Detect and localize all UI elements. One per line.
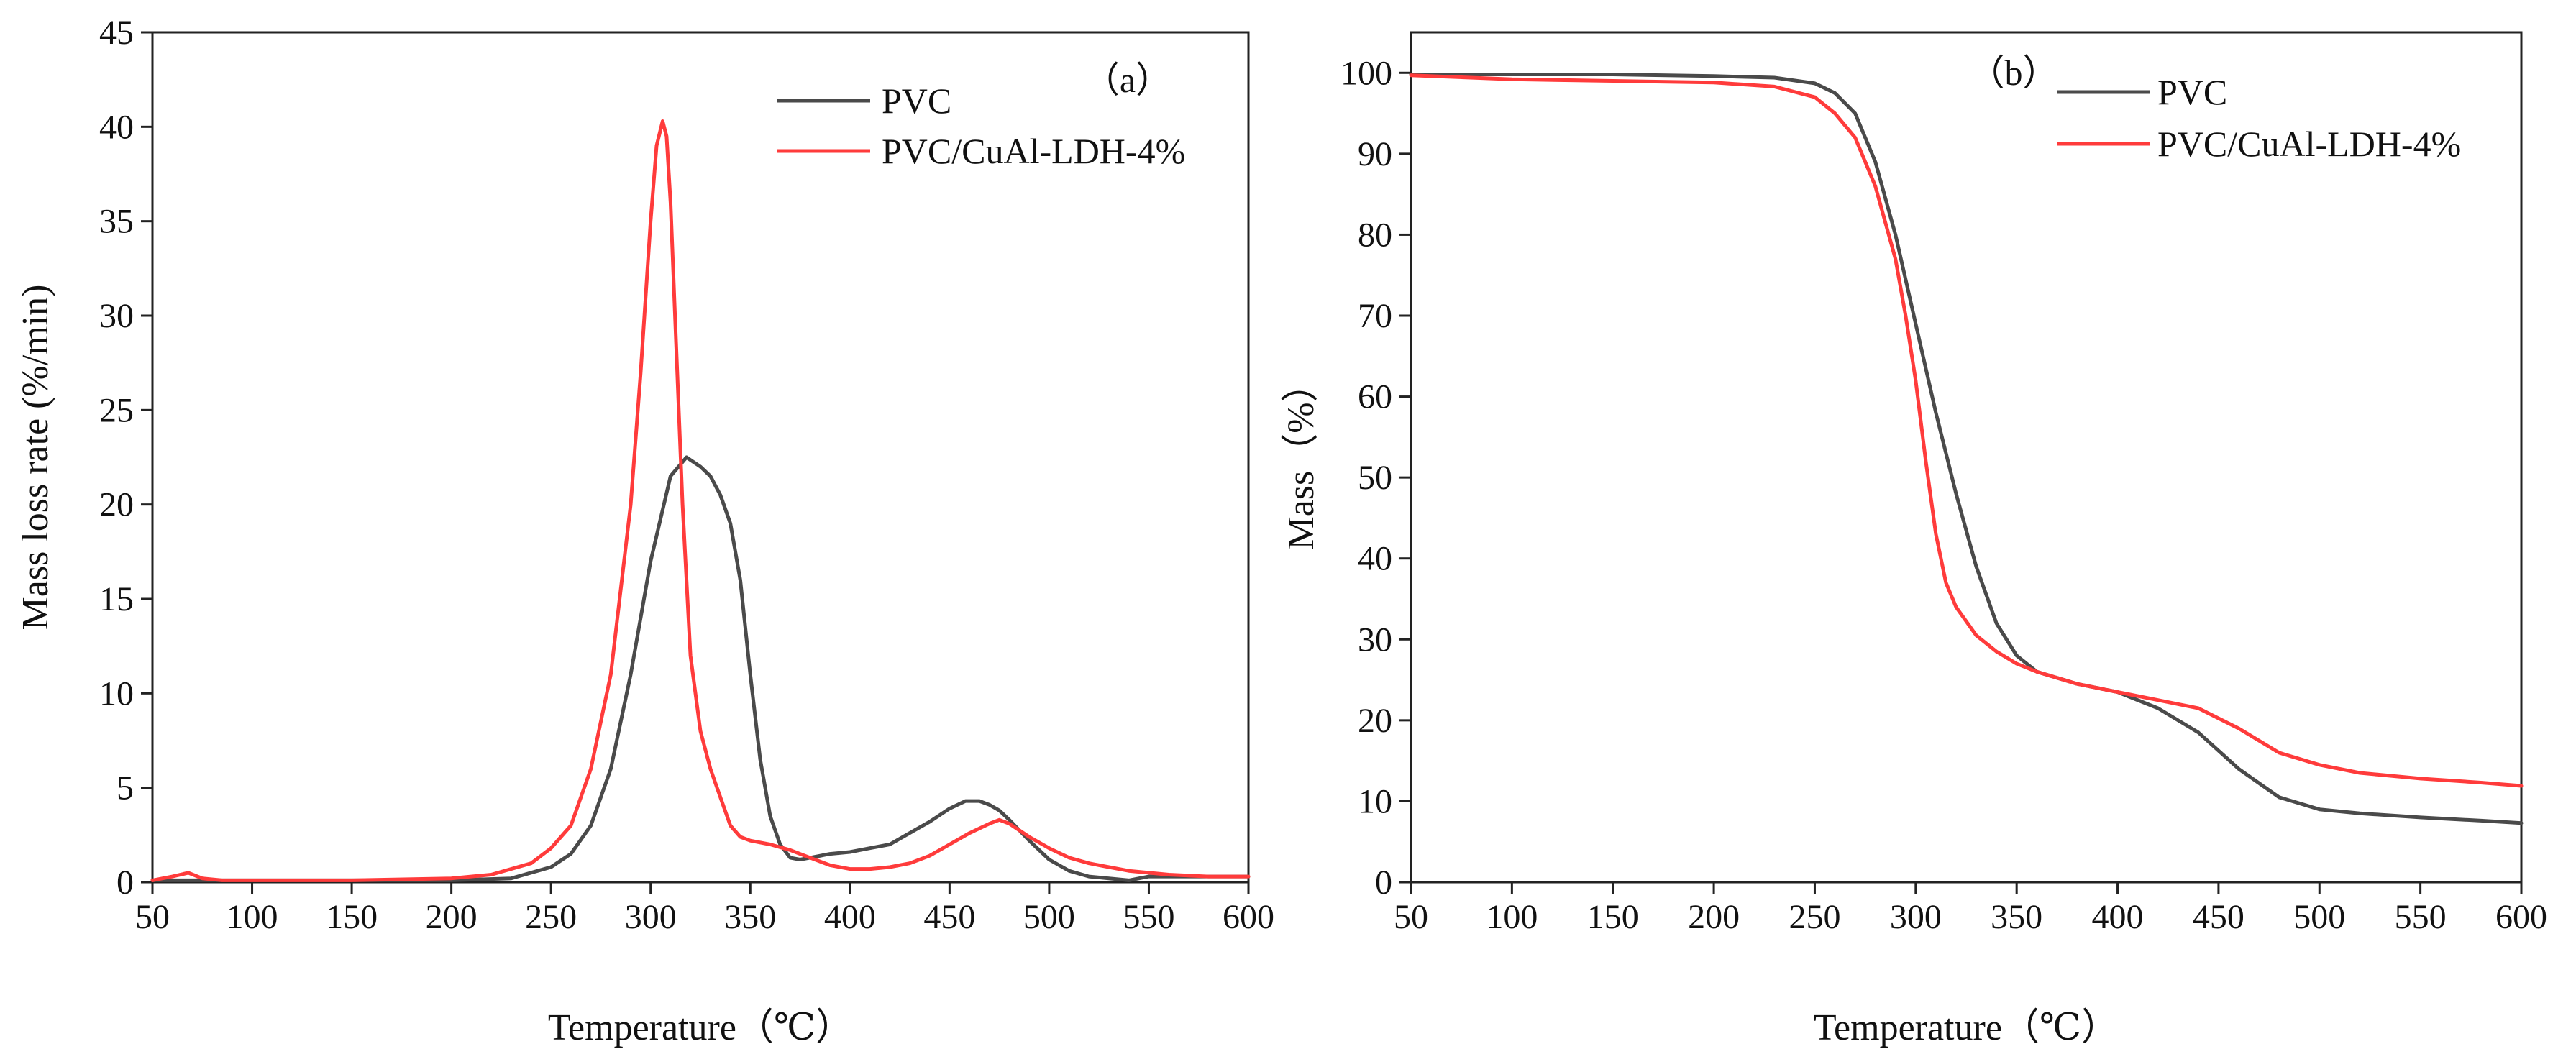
y-tick-label-a-20: 20	[99, 486, 134, 524]
series-group-b	[1409, 73, 2524, 825]
x-tick-label-b-500: 500	[2293, 898, 2345, 936]
x-axis-title-b: Temperature（℃）	[1814, 1007, 2119, 1048]
x-tick-label-a-400: 400	[824, 898, 876, 936]
y-tick-label-a-15: 15	[99, 580, 134, 618]
x-tick-label-a-600: 600	[1223, 898, 1274, 936]
y-tick-label-a-10: 10	[99, 674, 134, 713]
x-tick-label-a-250: 250	[525, 898, 577, 936]
chart-panel-a: 0 5 10 15 20 25 30 35 40 45 50 100 150 200 250 300 350 4…	[15, 14, 1274, 1048]
x-tick-label-b-600: 600	[2495, 898, 2547, 936]
plot-frame-b	[1410, 31, 2523, 884]
x-ticks-b: 50 100 150 200 250 300 350 400 450 500 550 600	[1394, 882, 2547, 936]
x-tick-label-b-350: 350	[1991, 898, 2042, 936]
series-line-a-pvc-cual-ldh	[150, 119, 1251, 882]
legend-b: PVC PVC/CuAl-LDH-4%	[2057, 72, 2461, 164]
y-tick-label-b-10: 10	[1358, 782, 1392, 820]
y-tick-label-a-45: 45	[99, 14, 134, 52]
legend-label-ldh-b: PVC/CuAl-LDH-4%	[2157, 124, 2461, 164]
chart-panel-b: 0 10 20 30 40 50 60 70 80 90 100 50 100 150 200 250 300…	[1281, 31, 2547, 1048]
y-tick-label-b-70: 70	[1358, 297, 1392, 335]
panel-label-a: （a）	[1084, 60, 1171, 100]
x-tick-label-b-150: 150	[1587, 898, 1639, 936]
y-axis-title-a: Mass loss rate (%/min)	[15, 285, 56, 631]
y-tick-label-b-90: 90	[1358, 135, 1392, 173]
y-tick-label-a-35: 35	[99, 203, 134, 241]
x-axis-title-a: Temperature（℃）	[548, 1007, 853, 1048]
x-tick-label-a-200: 200	[426, 898, 478, 936]
x-tick-label-a-500: 500	[1023, 898, 1075, 936]
y-tick-label-b-100: 100	[1340, 54, 1392, 92]
x-tick-label-b-300: 300	[1890, 898, 1942, 936]
series-group-a	[150, 119, 1251, 882]
legend-label-pvc-b: PVC	[2157, 72, 2227, 112]
series-line-b-pvc-cual-ldh	[1409, 73, 2524, 788]
y-ticks-b: 0 10 20 30 40 50 60 70 80 90 100	[1340, 54, 1411, 902]
y-tick-label-b-80: 80	[1358, 216, 1392, 254]
x-tick-label-a-450: 450	[923, 898, 975, 936]
legend-label-pvc-a: PVC	[882, 81, 951, 121]
x-tick-label-b-200: 200	[1688, 898, 1740, 936]
y-tick-label-b-50: 50	[1358, 459, 1392, 497]
y-tick-label-a-0: 0	[117, 864, 134, 902]
x-ticks-a: 50 100 150 200 250 300 350 400 450 500 550 600	[135, 882, 1274, 936]
x-tick-label-b-450: 450	[2193, 898, 2244, 936]
x-tick-label-a-300: 300	[625, 898, 677, 936]
y-tick-label-b-30: 30	[1358, 620, 1392, 659]
panel-label-b: （b）	[1969, 52, 2059, 93]
y-tick-label-a-40: 40	[99, 108, 134, 146]
y-ticks-a: 0 5 10 15 20 25 30 35 40 45	[99, 14, 152, 902]
x-tick-label-b-550: 550	[2395, 898, 2447, 936]
y-tick-label-a-30: 30	[99, 297, 134, 335]
x-tick-label-a-150: 150	[326, 898, 378, 936]
x-tick-label-b-50: 50	[1394, 898, 1428, 936]
x-tick-label-b-400: 400	[2092, 898, 2144, 936]
legend-a: PVC PVC/CuAl-LDH-4%	[777, 81, 1185, 171]
y-tick-label-b-60: 60	[1358, 378, 1392, 416]
y-tick-label-a-25: 25	[99, 391, 134, 429]
legend-label-ldh-a: PVC/CuAl-LDH-4%	[882, 131, 1185, 171]
x-tick-label-a-50: 50	[135, 898, 170, 936]
x-tick-label-a-100: 100	[227, 898, 278, 936]
x-tick-label-a-350: 350	[724, 898, 776, 936]
y-tick-label-b-40: 40	[1358, 540, 1392, 578]
y-tick-label-b-20: 20	[1358, 702, 1392, 740]
x-tick-label-a-550: 550	[1123, 898, 1174, 936]
y-tick-label-a-5: 5	[117, 769, 134, 807]
y-axis-title-b: Mass（%）	[1281, 365, 1322, 549]
y-tick-label-b-0: 0	[1375, 864, 1392, 902]
x-tick-label-b-250: 250	[1789, 898, 1840, 936]
plot-frame-a	[151, 31, 1250, 884]
series-line-a-pvc	[150, 455, 1251, 882]
series-line-b-pvc	[1409, 73, 2524, 825]
x-tick-label-b-100: 100	[1486, 898, 1538, 936]
